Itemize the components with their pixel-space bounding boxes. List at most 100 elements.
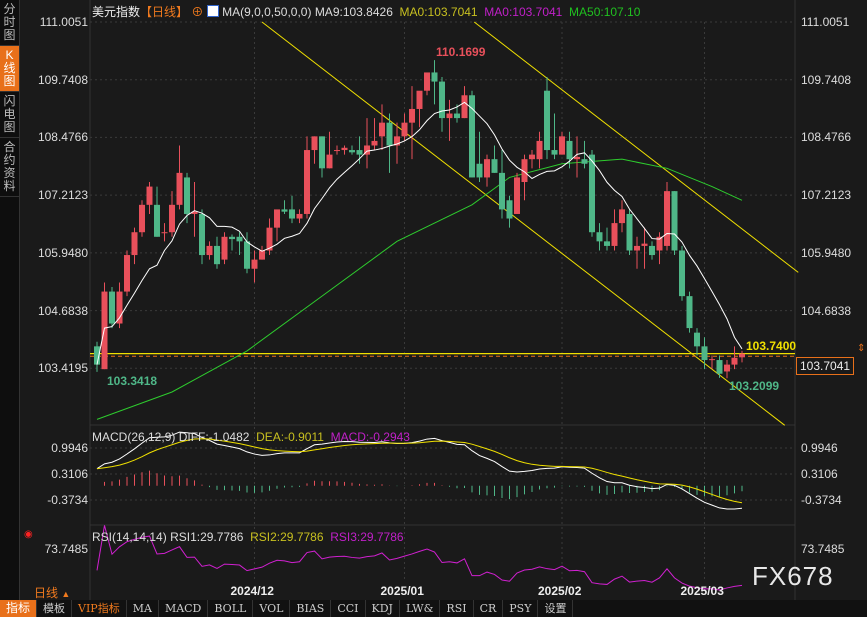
price-axis-label-right: 108.4766 [801, 130, 852, 145]
candle-down [229, 236, 235, 240]
candle-up [619, 209, 625, 224]
candle-up [379, 122, 385, 137]
rsi-settings-icon[interactable]: ◉ [24, 529, 33, 540]
ma50-value: MA50:107.10 [569, 5, 641, 19]
period-label[interactable]: 【日线】 [140, 5, 189, 19]
date-axis-label: 2024/12 [230, 584, 274, 598]
price-axis-label-left: 111.0051 [39, 15, 88, 29]
candle-down [506, 200, 513, 219]
candle-up [206, 245, 213, 256]
caret-up-icon: ▲ [61, 589, 71, 599]
period-selector[interactable]: 日线 ▲ [34, 584, 70, 601]
toolbar-button-14[interactable]: PSY [503, 600, 539, 617]
candle-up [131, 232, 138, 256]
period-selector-label: 日线 [34, 586, 59, 600]
candle-down [604, 241, 610, 246]
toolbar-button-11[interactable]: LW& [400, 600, 441, 617]
candle-up [521, 159, 528, 183]
toolbar-button-6[interactable]: BOLL [208, 600, 254, 617]
toolbar-button-12[interactable]: RSI [440, 600, 474, 617]
candle-up [401, 122, 408, 137]
toolbar-button-3[interactable]: VIP指标 [72, 600, 127, 617]
toolbar-button-10[interactable]: KDJ [366, 600, 400, 617]
toolbar-button-5[interactable]: MACD [159, 600, 209, 617]
trendline [473, 21, 799, 273]
chart-canvas[interactable] [0, 0, 867, 600]
candle-up [416, 90, 423, 109]
price-axis-label-right: 111.0051 [801, 15, 850, 29]
candle-down [544, 90, 550, 151]
tab-contract-info[interactable]: 合约资料 [0, 138, 19, 197]
price-axis-label-left: 107.2123 [37, 188, 88, 203]
candle-up [536, 140, 543, 160]
candle-up [634, 245, 640, 251]
candle-down [596, 232, 603, 242]
price-axis-label-left: 103.4195 [37, 361, 88, 376]
toolbar-button-2[interactable]: 模板 [37, 600, 73, 617]
macd-params: MACD(26,12,9) [92, 430, 176, 444]
macd-axis-label-right: 0.9946 [801, 441, 838, 455]
toolbar-button-1[interactable]: 指标 [0, 600, 38, 617]
candle-up [296, 213, 303, 219]
candle-down [694, 332, 700, 347]
rsi1-value: RSI1:29.7786 [170, 530, 244, 544]
candle-up [484, 159, 490, 178]
candle-down [154, 204, 160, 237]
toolbar-button-8[interactable]: BIAS [290, 600, 332, 617]
candle-down [214, 245, 220, 265]
toolbar-button-4[interactable]: MA [127, 600, 159, 617]
macd-dea: DEA:-0.9011 [256, 430, 324, 444]
low-annotation-right: 103.2099 [729, 379, 780, 393]
toolbar-button-13[interactable]: CR [474, 600, 504, 617]
candle-down [476, 163, 483, 178]
candle-down [244, 241, 250, 269]
candle-down [199, 213, 205, 256]
rsi2-value: RSI2:29.7786 [250, 530, 324, 544]
candle-down [701, 346, 708, 361]
toolbar-button-7[interactable]: VOL [253, 600, 291, 617]
price-scale-arrow-icon[interactable]: ⇕ [857, 343, 866, 354]
toolbar-button-15[interactable]: 设置 [538, 600, 574, 617]
candle-up [371, 140, 378, 146]
candle-down [671, 191, 678, 251]
low-annotation-left: 103.3418 [107, 374, 158, 388]
macd-diff: DIFF:-1.0482 [178, 430, 250, 444]
macd-axis-label-left: -0.3734 [47, 492, 88, 507]
candle-up [529, 154, 535, 160]
tab-flash[interactable]: 闪电图 [0, 92, 19, 138]
tab-timeshare[interactable]: 分时图 [0, 0, 19, 46]
last-annotation: 103.7400 [746, 339, 797, 353]
rsi-axis-label-right: 73.7485 [801, 542, 845, 556]
candle-up [739, 353, 745, 358]
price-axis-label-right: 105.9480 [801, 245, 852, 260]
candle-up [409, 108, 415, 123]
candle-down [626, 213, 633, 251]
toolbar-button-9[interactable]: CCI [331, 600, 366, 617]
candle-up [139, 204, 145, 233]
macd-axis-label-left: 0.3106 [51, 466, 88, 481]
indicator-chart-icon[interactable] [206, 5, 219, 17]
crosshair-icon[interactable]: ⊕ [191, 5, 204, 19]
indicator-toolbar: 指标 模板 VIP指标 MA MACD BOLL VOL BIAS CCI KDJ LW& RSI CR… [0, 600, 867, 617]
ma-params: MA(9,0,0,50,0,0) [222, 5, 312, 19]
candle-down [679, 250, 685, 297]
trendline [261, 21, 786, 426]
candle-down [319, 136, 325, 169]
candle-up [169, 204, 175, 233]
candle-down [109, 291, 115, 324]
tab-kline[interactable]: K线图 [0, 46, 19, 92]
candle-down [469, 95, 475, 178]
watermark-logo: FX678 [752, 561, 834, 591]
candle-down [566, 140, 573, 160]
candle-up [341, 147, 348, 151]
candle-up [724, 364, 730, 372]
rsi3-value: RSI3:29.7786 [330, 530, 404, 544]
macd-axis-label-right: 0.3106 [801, 466, 838, 481]
candle-up [311, 136, 318, 151]
rsi-params: RSI(14,14,14) [92, 530, 167, 544]
candle-up [611, 223, 618, 246]
high-annotation: 110.1699 [436, 45, 486, 59]
date-axis-label: 2025/01 [380, 584, 424, 598]
ma9-value: MA9:103.8426 [314, 5, 393, 19]
date-axis: 日线 ▲ 2024/12 2025/01 2025/02 2025/03 [0, 580, 867, 600]
